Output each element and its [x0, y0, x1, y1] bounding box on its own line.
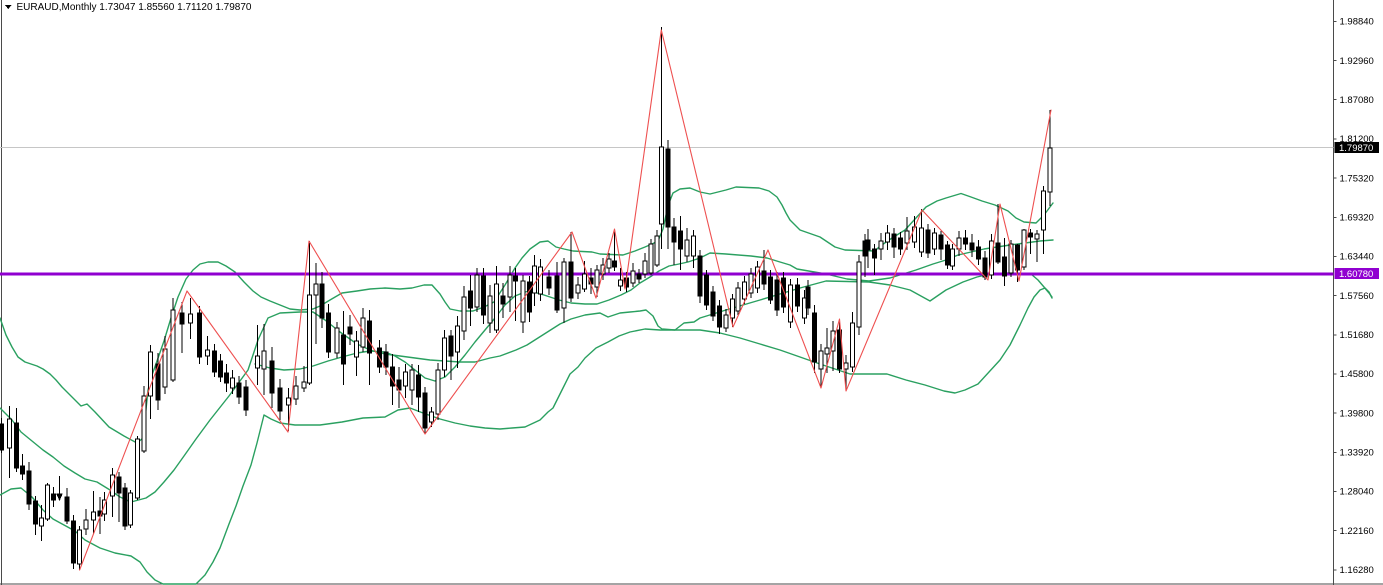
svg-text:1.87080: 1.87080: [1340, 95, 1374, 106]
svg-text:1.16280: 1.16280: [1340, 565, 1374, 576]
svg-text:1.22160: 1.22160: [1340, 526, 1374, 537]
svg-text:1.33920: 1.33920: [1340, 448, 1374, 459]
svg-text:1.51680: 1.51680: [1340, 330, 1374, 341]
svg-text:1.60780: 1.60780: [1339, 269, 1373, 280]
svg-text:1.75320: 1.75320: [1340, 173, 1374, 184]
svg-text:1.28040: 1.28040: [1340, 487, 1374, 498]
svg-text:1.69320: 1.69320: [1340, 213, 1374, 224]
svg-text:1.79870: 1.79870: [1339, 143, 1373, 154]
svg-text:1.57560: 1.57560: [1340, 291, 1374, 302]
svg-text:1.81200: 1.81200: [1340, 134, 1374, 145]
svg-text:1.92960: 1.92960: [1340, 56, 1374, 67]
svg-text:1.98840: 1.98840: [1340, 17, 1374, 28]
svg-text:1.39800: 1.39800: [1340, 408, 1374, 419]
svg-text:1.63440: 1.63440: [1340, 252, 1374, 263]
svg-text:EURAUD,Monthly 1.73047 1.8556: EURAUD,Monthly 1.73047 1.85560 1.71120 1…: [17, 2, 252, 13]
svg-text:1.45800: 1.45800: [1340, 369, 1374, 380]
